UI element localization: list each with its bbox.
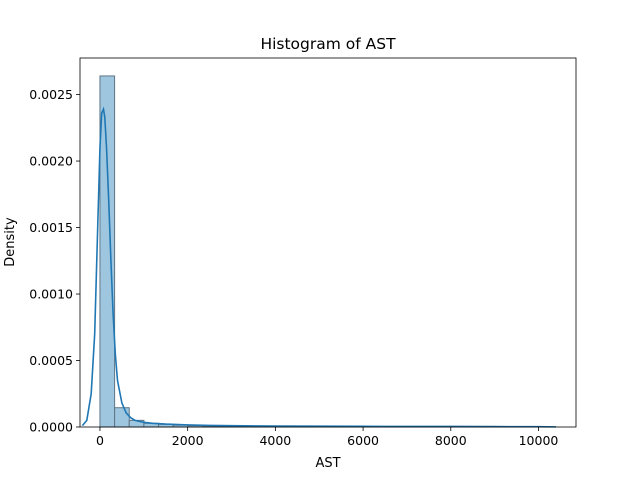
x-tick-label: 8000 bbox=[435, 433, 467, 448]
kde-curve bbox=[81, 106, 557, 428]
y-axis-ticks: 0.0000 0.0005 0.0010 0.0015 0.0020 0.0025 bbox=[29, 87, 80, 435]
x-axis-label: AST bbox=[315, 456, 340, 471]
x-tick-label: 0 bbox=[96, 433, 104, 448]
y-tick-label: 0.0025 bbox=[29, 87, 73, 102]
x-tick-label: 6000 bbox=[347, 433, 379, 448]
chart-title: Histogram of AST bbox=[260, 35, 396, 53]
y-tick-label: 0.0000 bbox=[29, 420, 73, 435]
x-tick-label: 4000 bbox=[259, 433, 291, 448]
x-tick-label: 2000 bbox=[172, 433, 204, 448]
y-tick-label: 0.0010 bbox=[29, 287, 73, 302]
histogram-bar bbox=[114, 407, 130, 428]
x-axis-ticks: 0 2000 4000 6000 8000 10000 bbox=[96, 427, 558, 448]
plot-frame bbox=[79, 57, 577, 428]
y-tick-label: 0.0015 bbox=[29, 220, 73, 235]
histogram-bar bbox=[99, 75, 116, 428]
x-tick-label: 10000 bbox=[519, 433, 559, 448]
y-tick-label: 0.0005 bbox=[29, 353, 73, 368]
y-tick-label: 0.0020 bbox=[29, 154, 73, 169]
y-axis-label: Density bbox=[3, 217, 18, 267]
